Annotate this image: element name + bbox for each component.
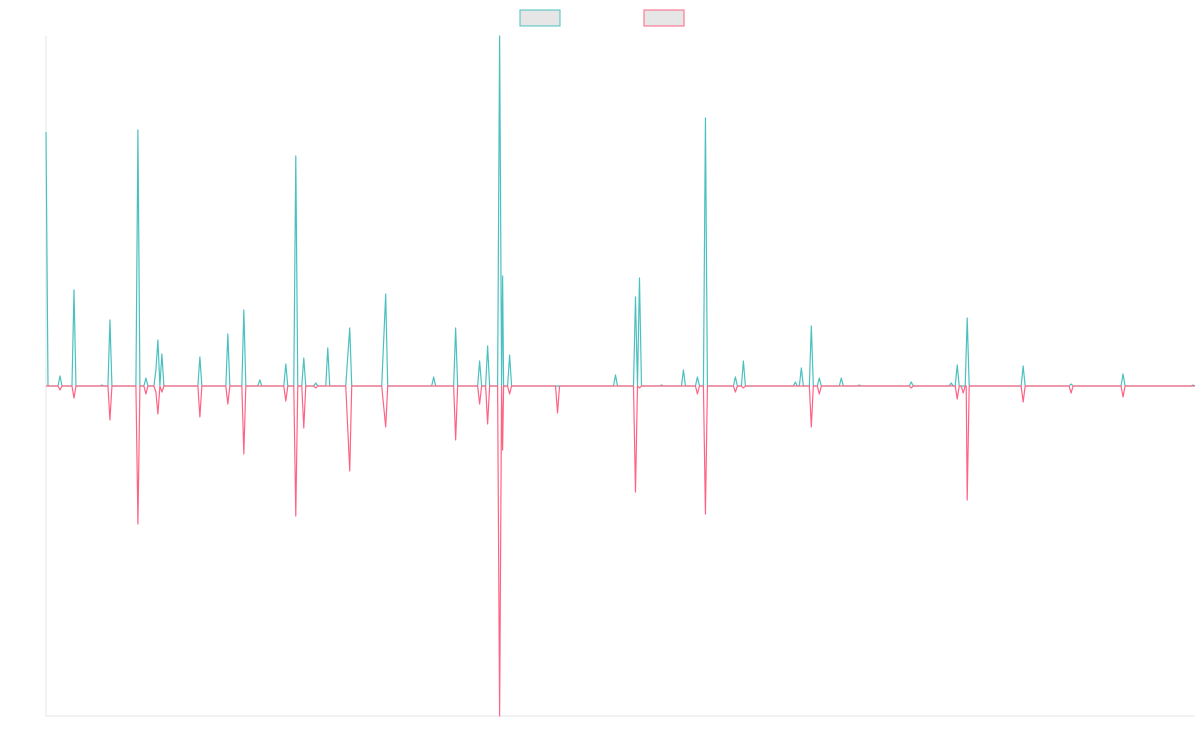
series-line-2: [46, 385, 1195, 717]
legend-swatch-2: [643, 9, 685, 27]
series-layer: [45, 35, 1196, 717]
series-line-1: [45, 35, 1196, 387]
legend: [519, 9, 685, 27]
legend-swatch-1: [519, 9, 561, 27]
